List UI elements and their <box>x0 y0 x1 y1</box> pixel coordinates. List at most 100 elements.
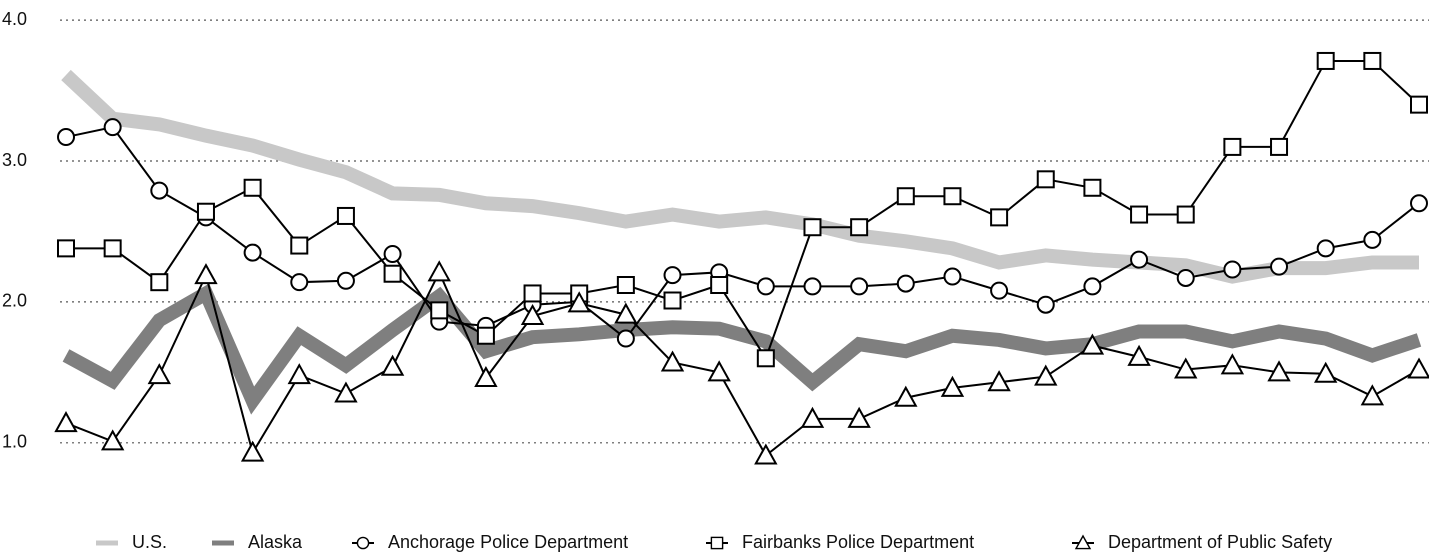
point <box>336 271 355 290</box>
point <box>523 284 542 303</box>
point <box>1363 230 1382 249</box>
point <box>1407 357 1429 379</box>
point <box>847 406 871 428</box>
legend-item: Anchorage Police Department <box>352 532 628 552</box>
point <box>57 239 75 258</box>
point <box>474 365 498 387</box>
point <box>150 181 169 200</box>
point <box>1034 364 1058 386</box>
point <box>1074 534 1092 550</box>
point <box>754 443 778 465</box>
point <box>1174 357 1198 379</box>
point <box>707 360 731 382</box>
point <box>103 239 122 258</box>
point <box>1270 137 1289 156</box>
point <box>380 354 405 376</box>
point <box>1083 178 1102 197</box>
point <box>383 245 402 263</box>
legend-label: Fairbanks Police Department <box>742 532 974 552</box>
point <box>894 385 918 407</box>
point <box>850 277 869 296</box>
point <box>334 381 358 403</box>
point <box>1036 170 1055 189</box>
point <box>1130 205 1149 224</box>
series-line <box>61 69 1419 284</box>
point <box>1316 51 1335 70</box>
point <box>616 276 635 294</box>
legend-label: Department of Public Safety <box>1108 532 1332 552</box>
point <box>803 218 822 237</box>
point <box>103 118 122 137</box>
point <box>1176 268 1195 287</box>
point <box>1313 361 1338 383</box>
point <box>290 236 309 255</box>
point <box>336 206 355 225</box>
point <box>896 274 915 293</box>
point <box>614 302 638 324</box>
point <box>1080 333 1105 355</box>
point <box>1223 260 1242 279</box>
point <box>1270 257 1289 276</box>
point <box>663 291 682 310</box>
point <box>243 243 262 262</box>
point <box>240 440 265 462</box>
y-tick-label: 2.0 <box>2 291 27 311</box>
point <box>1220 353 1245 375</box>
point <box>430 301 449 320</box>
point <box>660 350 685 372</box>
legend-item: Fairbanks Police Department <box>706 532 974 552</box>
point <box>1127 344 1151 366</box>
legend-item: Alaska <box>212 532 303 552</box>
point <box>616 329 635 348</box>
point <box>663 266 682 285</box>
point <box>194 263 218 285</box>
point <box>290 273 309 292</box>
point <box>196 202 215 221</box>
y-tick-label: 3.0 <box>2 150 27 170</box>
point <box>520 303 545 325</box>
y-tick-label: 4.0 <box>2 9 27 29</box>
point <box>710 276 729 294</box>
point <box>943 187 962 206</box>
point <box>567 291 591 313</box>
legend-item: Department of Public Safety <box>1072 532 1332 552</box>
point <box>987 370 1011 392</box>
y-tick-label: 1.0 <box>2 432 27 452</box>
point <box>1083 277 1102 296</box>
point <box>57 128 75 147</box>
point <box>1223 137 1242 156</box>
point <box>287 363 311 385</box>
point <box>1410 95 1428 114</box>
point <box>1176 205 1195 224</box>
series-line <box>66 59 1420 361</box>
legend-label: Anchorage Police Department <box>388 532 628 552</box>
point <box>756 349 775 368</box>
point <box>990 281 1009 300</box>
point <box>54 411 78 433</box>
series-line <box>65 269 1420 458</box>
point <box>427 260 451 282</box>
legend-label: Alaska <box>248 532 303 552</box>
series-line <box>62 283 1422 415</box>
point <box>243 178 262 197</box>
point <box>100 429 125 451</box>
point <box>383 264 402 283</box>
point <box>1130 250 1149 269</box>
point <box>356 536 370 550</box>
point <box>940 375 965 397</box>
point <box>1036 295 1055 314</box>
series-line <box>65 126 1420 340</box>
point <box>800 406 825 428</box>
point <box>1360 384 1385 406</box>
legend-label: U.S. <box>132 532 167 552</box>
point <box>1363 51 1382 70</box>
point <box>147 363 172 385</box>
point <box>1316 239 1335 258</box>
point <box>803 277 822 296</box>
legend-item: U.S. <box>96 532 167 552</box>
point <box>990 208 1009 227</box>
point <box>476 326 495 345</box>
point <box>943 267 962 286</box>
